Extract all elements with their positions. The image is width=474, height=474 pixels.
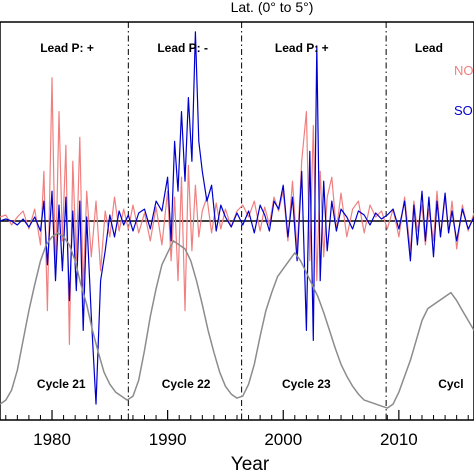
legend-entry-so: SO <box>454 103 473 118</box>
cycle-label-3: Cycle 23 <box>282 377 331 391</box>
x-tick-label-2000: 2000 <box>264 430 302 449</box>
x-tick-label-1980: 1980 <box>33 430 71 449</box>
series-layer <box>0 31 474 409</box>
cycle-label-2: Cycle 22 <box>162 377 211 391</box>
cycle-label-4: Cycl <box>438 377 463 391</box>
legend-entry-no: NO <box>454 63 474 78</box>
lead-polarity-labels: Lead P: + Lead P: - Lead P: + Lead <box>40 41 443 55</box>
x-ticks: 1980 1990 2000 2010 <box>5 410 469 449</box>
chart-title: Lat. (0° to 5°) <box>231 0 314 15</box>
cycle-labels: Cycle 21 Cycle 22 Cycle 23 Cycl <box>37 377 464 391</box>
series-line-background-2 <box>0 232 474 409</box>
series-line-so <box>0 31 474 405</box>
legend: NO SO <box>454 63 474 118</box>
series-line-no <box>0 77 474 345</box>
lead-polarity-label-4: Lead <box>415 41 443 55</box>
lead-polarity-label-1: Lead P: + <box>40 41 94 55</box>
x-axis-title: Year <box>231 454 270 474</box>
x-tick-label-2010: 2010 <box>380 430 418 449</box>
cycle-label-1: Cycle 21 <box>37 377 86 391</box>
lead-polarity-label-2: Lead P: - <box>157 41 208 55</box>
lead-polarity-label-3: Lead P: + <box>275 41 329 55</box>
x-tick-label-1990: 1990 <box>149 430 187 449</box>
